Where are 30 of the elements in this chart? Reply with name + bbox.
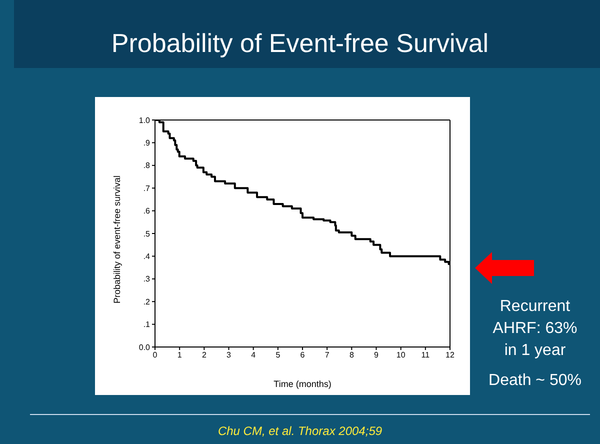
- x-tick-label: 5: [276, 350, 281, 360]
- x-tick-label: 1: [177, 350, 182, 360]
- y-tick-label: .1: [143, 320, 151, 330]
- x-tick-label: 2: [202, 350, 207, 360]
- x-axis-title: Time (months): [274, 379, 332, 389]
- text: Recurrent AHRF: 63% in 1 year: [492, 297, 578, 361]
- y-tick-label: .9: [143, 138, 151, 148]
- x-tick-label: 6: [300, 350, 306, 360]
- y-tick-label: .4: [143, 252, 151, 262]
- x-tick-label: 8: [349, 350, 354, 360]
- x-tick-label: 4: [251, 350, 256, 360]
- y-tick-label: .3: [143, 274, 151, 284]
- x-tick-label: 0: [152, 350, 158, 360]
- x-tick-label: 3: [226, 350, 232, 360]
- text: Chu CM, et al. Thorax 2004;59: [216, 424, 384, 438]
- x-tick-label: 9: [374, 350, 380, 360]
- x-tick-label: 10: [396, 350, 406, 360]
- text: Death ~ 50%: [488, 371, 582, 391]
- y-axis-title: Probability of event-free survival: [112, 175, 122, 304]
- chart-title: Probability of Event-free Survival: [110, 28, 490, 59]
- x-tick-label: 7: [324, 350, 330, 360]
- y-tick-label: 0.0: [138, 342, 151, 352]
- y-tick-label: .7: [143, 184, 151, 193]
- x-tick-label: 12: [446, 350, 455, 360]
- y-tick-label: .8: [143, 161, 151, 170]
- y-tick-label: .5: [143, 229, 151, 238]
- y-tick-label: 1.0: [138, 116, 151, 125]
- y-tick-label: .6: [143, 206, 151, 216]
- x-tick-label: 11: [421, 350, 430, 360]
- y-tick-label: .2: [143, 297, 151, 306]
